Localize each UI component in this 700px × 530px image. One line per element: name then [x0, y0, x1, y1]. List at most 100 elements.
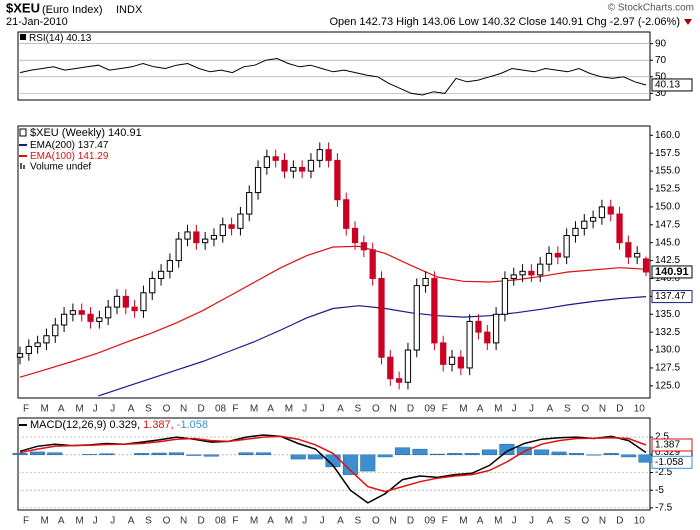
- x-tick-label: M: [285, 404, 293, 415]
- x-tick-label: D: [616, 404, 623, 415]
- x-tick-label: M: [250, 516, 258, 527]
- y-tick-label: 70: [655, 55, 667, 66]
- histogram-bar: [238, 452, 254, 456]
- x-tick-label: F: [23, 516, 29, 527]
- legend-value: 40.13: [66, 33, 91, 44]
- candle-body: [299, 167, 306, 172]
- x-tick-label: A: [267, 404, 274, 415]
- y-tick-label: 127.5: [655, 363, 680, 374]
- candle-body: [510, 274, 517, 279]
- histogram-bar: [499, 443, 515, 456]
- x-tick-label: O: [581, 516, 589, 527]
- candle-body: [501, 277, 509, 315]
- x-tick-label: M: [250, 404, 258, 415]
- candle-body: [378, 277, 385, 358]
- candle-body: [131, 306, 138, 312]
- legend-swatch: [23, 165, 25, 169]
- candle-body: [440, 342, 447, 365]
- histogram-bar: [29, 451, 45, 456]
- legend-label: $XEU (Weekly): [30, 127, 105, 139]
- y-tick-label: 145.0: [655, 237, 680, 248]
- value-box-label: 40.13: [655, 80, 680, 91]
- histogram-bar: [99, 453, 115, 456]
- x-tick-label: M: [459, 404, 467, 415]
- legend: MACD(12,26,9) 0.329, 1.387, -1.058: [30, 419, 208, 431]
- y-tick-label: 2.5: [655, 432, 669, 443]
- y-tick-label: 140.0: [655, 273, 680, 284]
- x-tick-label: 08: [215, 516, 227, 527]
- x-tick-label: M: [494, 404, 502, 415]
- candle-body: [281, 159, 288, 172]
- candle-body: [448, 356, 456, 365]
- candle-body: [246, 192, 253, 215]
- candle-body: [34, 342, 41, 347]
- panel: [17, 125, 651, 399]
- x-tick-label: N: [180, 404, 187, 415]
- x-tick-label: 09: [424, 516, 436, 527]
- y-tick-label: 160.0: [655, 130, 680, 141]
- candle-body: [360, 242, 367, 251]
- y-tick-label: 130.0: [655, 345, 680, 356]
- candle-body: [492, 313, 500, 344]
- candle-body: [166, 260, 174, 272]
- legend-value: 141.29: [78, 151, 109, 162]
- x-tick-label: M: [285, 516, 293, 527]
- quote-value: 143.06: [422, 16, 456, 28]
- candle-body: [96, 317, 103, 322]
- x-tick-label: O: [581, 404, 589, 415]
- y-tick-label: 152.5: [655, 184, 680, 195]
- x-tick-label: F: [442, 516, 448, 527]
- quote-value: 140.32: [482, 16, 516, 28]
- x-tick-label: M: [459, 516, 467, 527]
- candle-body: [87, 313, 94, 322]
- candle-body: [175, 238, 182, 262]
- candle-body: [572, 227, 579, 237]
- x-tick-label: M: [75, 404, 83, 415]
- histogram-bar: [429, 453, 445, 456]
- x-tick-label: F: [232, 516, 238, 527]
- quote-value: 142.73: [359, 16, 393, 28]
- x-tick-label: J: [110, 404, 115, 415]
- candle-body: [581, 220, 588, 229]
- legend: Volume undef: [30, 162, 91, 173]
- x-tick-label: S: [564, 516, 571, 527]
- index-name: (Euro Index): [42, 4, 103, 16]
- x-tick-label: J: [110, 516, 115, 527]
- candle-body: [202, 238, 209, 244]
- x-tick-label: A: [547, 404, 554, 415]
- value-box: [651, 438, 693, 452]
- candle-body: [616, 213, 623, 244]
- candle-body: [484, 331, 491, 344]
- histogram-bar: [377, 454, 393, 458]
- x-tick-label: A: [128, 516, 135, 527]
- histogram-bar: [638, 454, 654, 463]
- candle-body: [254, 167, 262, 194]
- candle-body: [325, 149, 332, 161]
- candle-body: [369, 249, 376, 279]
- candle-body: [351, 227, 359, 244]
- y-tick-label: 30: [655, 88, 667, 99]
- legend-value: 140.91: [108, 127, 142, 139]
- histogram-bar: [464, 453, 480, 456]
- value-box: [651, 290, 693, 304]
- candle-body: [69, 310, 77, 315]
- legend-label: EMA(200): [30, 140, 75, 151]
- histogram-bar: [342, 454, 358, 475]
- legend-label: RSI(14): [29, 33, 63, 44]
- value-box-label: -1.058: [655, 457, 684, 468]
- panel: [17, 31, 651, 101]
- candle-body: [16, 353, 24, 358]
- x-tick-label: S: [355, 404, 362, 415]
- value-box: [651, 78, 693, 92]
- line: [19, 57, 647, 96]
- y-tick-label: -2.5: [655, 467, 673, 478]
- candle-body: [413, 285, 420, 351]
- x-tick-label: O: [372, 516, 380, 527]
- histogram-bar: [151, 452, 167, 456]
- y-tick-label: 157.5: [655, 148, 680, 159]
- x-tick-label: A: [128, 404, 135, 415]
- candle-body: [52, 324, 59, 337]
- down-arrow: [684, 19, 692, 25]
- histogram-bar: [255, 452, 271, 456]
- histogram-bar: [447, 453, 463, 456]
